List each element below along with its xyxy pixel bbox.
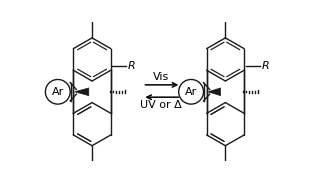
Text: Ar: Ar [185, 87, 197, 97]
Text: R: R [128, 61, 136, 71]
Text: R: R [261, 61, 269, 71]
Text: Ar: Ar [52, 87, 64, 97]
Text: Vis: Vis [153, 72, 169, 82]
Polygon shape [75, 88, 89, 96]
Text: UV or Δ: UV or Δ [140, 100, 182, 110]
Polygon shape [208, 88, 220, 96]
